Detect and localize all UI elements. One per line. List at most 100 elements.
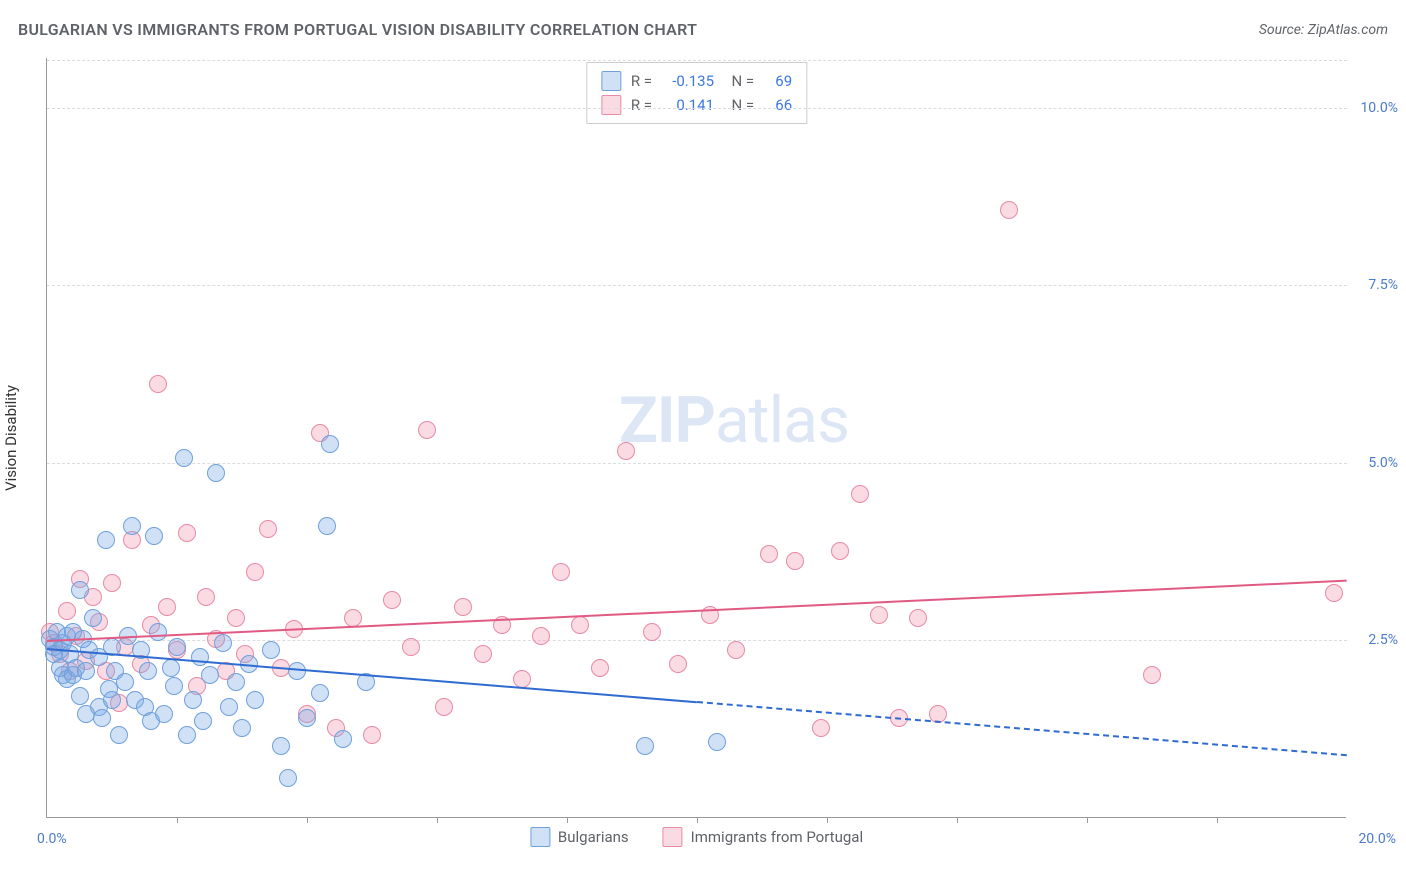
series-legend: Bulgarians Immigrants from Portugal (530, 827, 863, 847)
x-tick (697, 817, 698, 823)
data-point-bulgarians (162, 659, 180, 677)
data-point-bulgarians (233, 719, 251, 737)
data-point-bulgarians (116, 673, 134, 691)
data-point-bulgarians (288, 662, 306, 680)
data-point-bulgarians (272, 737, 290, 755)
swatch-bulgarians (530, 827, 550, 847)
data-point-bulgarians (279, 769, 297, 787)
data-point-bulgarians (191, 648, 209, 666)
grid-line (47, 463, 1347, 464)
data-point-bulgarians (207, 464, 225, 482)
data-point-portugal (617, 442, 635, 460)
data-point-bulgarians (175, 449, 193, 467)
swatch-portugal (663, 827, 683, 847)
data-point-bulgarians (220, 698, 238, 716)
x-tick (957, 817, 958, 823)
data-point-bulgarians (93, 709, 111, 727)
data-point-portugal (831, 542, 849, 560)
y-axis-title: Vision Disability (2, 385, 20, 491)
stat-r-value-portugal: 0.141 (662, 96, 714, 114)
data-point-bulgarians (110, 726, 128, 744)
data-point-bulgarians (123, 517, 141, 535)
data-point-bulgarians (194, 712, 212, 730)
data-point-portugal (149, 375, 167, 393)
stat-n-label: N = (724, 96, 754, 114)
data-point-bulgarians (201, 666, 219, 684)
source-attribution: Source: ZipAtlas.com (1259, 22, 1388, 38)
data-point-portugal (909, 609, 927, 627)
data-point-bulgarians (311, 684, 329, 702)
data-point-portugal (552, 563, 570, 581)
data-point-bulgarians (149, 623, 167, 641)
legend-item-bulgarians: Bulgarians (530, 827, 629, 847)
grid-line (47, 60, 1347, 61)
data-point-bulgarians (71, 581, 89, 599)
data-point-portugal (851, 485, 869, 503)
data-point-bulgarians (214, 634, 232, 652)
data-point-portugal (591, 659, 609, 677)
data-point-bulgarians (84, 609, 102, 627)
stats-row-portugal: R = 0.141 N = 66 (601, 93, 792, 117)
stat-r-value-bulgarians: -0.135 (662, 72, 714, 90)
grid-line (47, 108, 1347, 109)
grid-line (47, 640, 1347, 641)
chart-title: BULGARIAN VS IMMIGRANTS FROM PORTUGAL VI… (18, 20, 697, 39)
grid-line (47, 285, 1347, 286)
data-point-portugal (727, 641, 745, 659)
data-point-portugal (760, 545, 778, 563)
stat-n-label: N = (724, 72, 754, 90)
data-point-bulgarians (321, 435, 339, 453)
data-point-portugal (158, 598, 176, 616)
data-point-portugal (383, 591, 401, 609)
data-point-portugal (474, 645, 492, 663)
data-point-portugal (402, 638, 420, 656)
plot-area: Vision Disability 0.0% 20.0% ZIPatlas R … (46, 58, 1346, 818)
data-point-bulgarians (139, 662, 157, 680)
data-point-portugal (58, 602, 76, 620)
data-point-portugal (870, 606, 888, 624)
x-tick (827, 817, 828, 823)
data-point-bulgarians (155, 705, 173, 723)
y-tick-label: 2.5% (1368, 632, 1398, 648)
y-tick-label: 7.5% (1368, 277, 1398, 293)
stats-row-bulgarians: R = -0.135 N = 69 (601, 69, 792, 93)
data-point-bulgarians (77, 662, 95, 680)
data-point-portugal (418, 421, 436, 439)
chart-container: Vision Disability 0.0% 20.0% ZIPatlas R … (46, 58, 1346, 818)
data-point-portugal (1000, 201, 1018, 219)
data-point-portugal (669, 655, 687, 673)
data-point-bulgarians (708, 733, 726, 751)
data-point-portugal (178, 524, 196, 542)
data-point-bulgarians (97, 531, 115, 549)
trend-line-bulgarians-extrapolated (697, 701, 1347, 756)
x-tick (177, 817, 178, 823)
data-point-portugal (363, 726, 381, 744)
data-point-bulgarians (636, 737, 654, 755)
data-point-portugal (643, 623, 661, 641)
data-point-bulgarians (246, 691, 264, 709)
data-point-bulgarians (145, 527, 163, 545)
data-point-bulgarians (168, 638, 186, 656)
stat-r-label: R = (631, 96, 652, 114)
stat-n-value-bulgarians: 69 (764, 72, 792, 90)
x-axis-max-label: 20.0% (1358, 831, 1396, 847)
watermark: ZIPatlas (619, 383, 849, 458)
stat-n-value-portugal: 66 (764, 96, 792, 114)
data-point-portugal (197, 588, 215, 606)
x-tick (1217, 817, 1218, 823)
x-axis-min-label: 0.0% (37, 831, 67, 847)
legend-label-portugal: Immigrants from Portugal (691, 828, 863, 846)
data-point-portugal (812, 719, 830, 737)
data-point-portugal (513, 670, 531, 688)
data-point-portugal (532, 627, 550, 645)
stat-r-label: R = (631, 72, 652, 90)
swatch-bulgarians (601, 71, 621, 91)
x-tick (1087, 817, 1088, 823)
data-point-bulgarians (227, 673, 245, 691)
data-point-bulgarians (298, 709, 316, 727)
data-point-portugal (246, 563, 264, 581)
data-point-portugal (1143, 666, 1161, 684)
x-tick (307, 817, 308, 823)
data-point-bulgarians (262, 641, 280, 659)
data-point-bulgarians (71, 687, 89, 705)
